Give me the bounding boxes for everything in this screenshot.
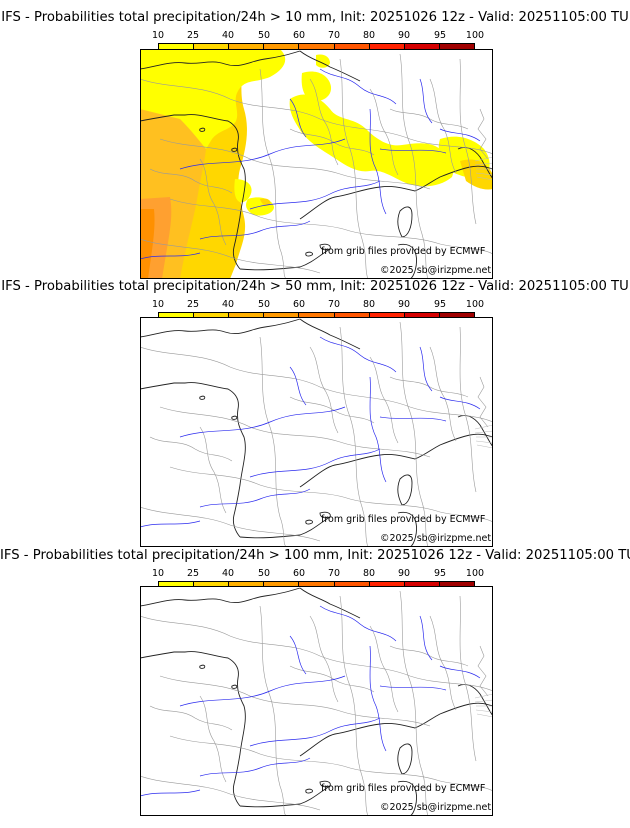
colorbar-tick: 60 xyxy=(292,299,306,310)
colorbar-segment xyxy=(159,313,195,320)
colorbar-tick: 60 xyxy=(292,30,306,41)
copyright-text: ©2025 sb@irizpme.net xyxy=(380,533,492,544)
panel-title: IFS - Probabilities total precipitation/… xyxy=(1,10,629,25)
colorbar-tick: 90 xyxy=(397,30,411,41)
colorbar-tick: 90 xyxy=(397,299,411,310)
panel-title: IFS - Probabilities total precipitation/… xyxy=(0,548,630,563)
colorbar-segment xyxy=(194,582,230,589)
colorbar-segment xyxy=(334,313,370,320)
forecast-panel-100mm: IFS - Probabilities total precipitation/… xyxy=(0,548,630,816)
colorbar-tick: 10 xyxy=(151,299,165,310)
colorbar-segment xyxy=(334,582,370,589)
colorbar-tick: 95 xyxy=(433,568,447,579)
colorbar-tick: 60 xyxy=(292,568,306,579)
colorbar-segment xyxy=(369,582,405,589)
colorbar-tick: 100 xyxy=(465,299,485,310)
colorbar-tick: 10 xyxy=(151,568,165,579)
colorbar-segment xyxy=(299,44,335,51)
colorbar-tick: 70 xyxy=(327,568,341,579)
colorbar-tick: 95 xyxy=(433,30,447,41)
data-source-credit: from grib files provided by ECMWF xyxy=(321,783,486,794)
colorbar-segment xyxy=(229,313,265,320)
colorbar-tick: 10 xyxy=(151,30,165,41)
data-source-credit: from grib files provided by ECMWF xyxy=(321,246,486,257)
colorbar-segment xyxy=(404,313,440,320)
colorbar-segment xyxy=(404,44,440,51)
map-view: from grib files provided by ECMWF ©2025 … xyxy=(140,317,493,547)
colorbar-tick: 50 xyxy=(257,568,271,579)
data-source-credit: from grib files provided by ECMWF xyxy=(321,514,486,525)
colorbar-tick-labels: 10 25 40 50 60 70 80 90 95 100 xyxy=(0,31,630,41)
colorbar-tick: 25 xyxy=(186,30,200,41)
colorbar-segment xyxy=(404,582,440,589)
forecast-panel-50mm: IFS - Probabilities total precipitation/… xyxy=(0,279,630,547)
colorbar-segment xyxy=(439,313,474,320)
colorbar-segment xyxy=(159,44,195,51)
colorbar-segment xyxy=(264,582,300,589)
map-view: from grib files provided by ECMWF ©2025 … xyxy=(140,49,493,279)
map-view: from grib files provided by ECMWF ©2025 … xyxy=(140,586,493,816)
colorbar-segment xyxy=(194,44,230,51)
colorbar-segment xyxy=(369,313,405,320)
colorbar-segment xyxy=(229,44,265,51)
copyright-text: ©2025 sb@irizpme.net xyxy=(380,265,492,276)
colorbar-tick: 95 xyxy=(433,299,447,310)
colorbar-segment xyxy=(439,44,474,51)
colorbar-tick: 90 xyxy=(397,568,411,579)
colorbar-tick: 50 xyxy=(257,299,271,310)
colorbar-segment xyxy=(194,313,230,320)
colorbar-segment xyxy=(159,582,195,589)
colorbar-tick: 80 xyxy=(362,30,376,41)
colorbar-tick: 40 xyxy=(221,568,235,579)
precipitation-overlay xyxy=(140,49,493,279)
colorbar-tick-labels: 10 25 40 50 60 70 80 90 95 100 xyxy=(0,300,630,310)
colorbar-tick: 80 xyxy=(362,568,376,579)
colorbar-tick: 70 xyxy=(327,299,341,310)
panel-title: IFS - Probabilities total precipitation/… xyxy=(1,279,629,294)
colorbar-tick: 50 xyxy=(257,30,271,41)
colorbar-segment xyxy=(229,582,265,589)
colorbar-segment xyxy=(334,44,370,51)
forecast-panel-10mm: IFS - Probabilities total precipitation/… xyxy=(0,10,630,279)
colorbar-segment xyxy=(264,44,300,51)
colorbar-tick: 100 xyxy=(465,30,485,41)
colorbar-tick: 70 xyxy=(327,30,341,41)
colorbar-segment xyxy=(299,313,335,320)
colorbar-segment xyxy=(369,44,405,51)
colorbar-tick: 80 xyxy=(362,299,376,310)
colorbar-segment xyxy=(439,582,474,589)
colorbar-tick: 25 xyxy=(186,299,200,310)
colorbar-tick-labels: 10 25 40 50 60 70 80 90 95 100 xyxy=(0,569,630,579)
colorbar-tick: 100 xyxy=(465,568,485,579)
colorbar-segment xyxy=(264,313,300,320)
colorbar-tick: 40 xyxy=(221,30,235,41)
colorbar-tick: 40 xyxy=(221,299,235,310)
copyright-text: ©2025 sb@irizpme.net xyxy=(380,802,492,813)
colorbar xyxy=(158,312,475,321)
colorbar-tick: 25 xyxy=(186,568,200,579)
colorbar-segment xyxy=(299,582,335,589)
